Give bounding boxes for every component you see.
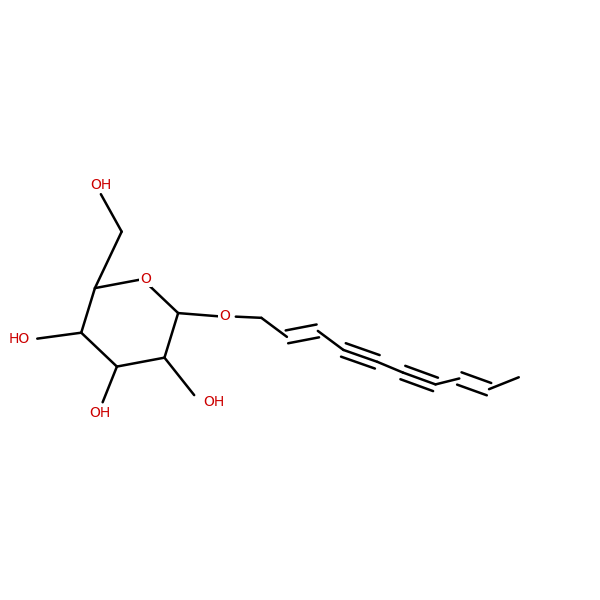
Text: OH: OH	[203, 395, 224, 409]
Text: OH: OH	[89, 406, 110, 420]
Text: HO: HO	[9, 332, 30, 346]
Text: O: O	[219, 309, 230, 323]
Text: OH: OH	[90, 178, 112, 192]
Text: O: O	[140, 272, 151, 286]
